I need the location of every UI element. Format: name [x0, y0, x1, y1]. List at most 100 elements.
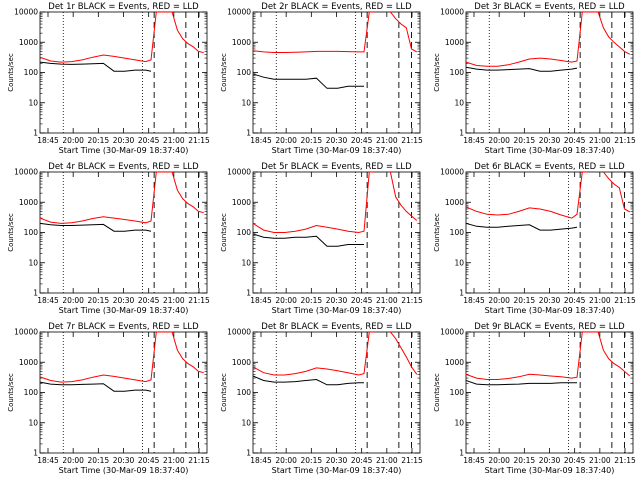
x-tick-label: 18:45 [250, 296, 272, 305]
lld-series-line [466, 12, 631, 67]
x-tick-label: 21:00 [163, 296, 185, 305]
x-tick-label: 18:45 [37, 296, 59, 305]
x-tick-label: 20:45 [564, 136, 586, 145]
y-tick-label: 10000 [227, 8, 251, 17]
x-axis-label: Start Time (30-Mar-09 18:37:40) [272, 466, 402, 475]
y-axis-label: Counts/sec [220, 53, 228, 92]
x-tick-label: 20:00 [275, 296, 297, 305]
y-tick-label: 100 [450, 68, 465, 77]
y-tick-label: 10 [454, 418, 464, 427]
x-axis-label: Start Time (30-Mar-09 18:37:40) [59, 466, 189, 475]
y-axis-label: Counts/sec [433, 53, 441, 92]
x-tick-label: 20:30 [539, 296, 561, 305]
x-tick-label: 20:30 [113, 296, 135, 305]
y-axis-label: Counts/sec [433, 213, 441, 252]
x-tick-label: 20:45 [138, 136, 160, 145]
events-series-line [466, 222, 578, 231]
x-tick-label: 20:15 [301, 456, 323, 465]
events-series-line [253, 375, 364, 386]
x-tick-label: 20:30 [326, 456, 348, 465]
y-axis-label: Counts/sec [7, 213, 15, 252]
x-tick-label: 20:15 [301, 296, 323, 305]
y-tick-label: 100 [450, 228, 465, 237]
x-tick-label: 20:45 [351, 456, 373, 465]
x-tick-label: 20:30 [113, 456, 135, 465]
panel-title: Det 9r BLACK = Events, RED = LLD [474, 322, 625, 332]
lld-series-line [40, 332, 204, 383]
detector-panel: Det 9r BLACK = Events, RED = LLD 1 10 100 10… [433, 322, 636, 475]
events-series-line [40, 381, 152, 392]
y-tick-label: 1 [459, 129, 464, 138]
x-tick-label: 21:00 [163, 456, 185, 465]
x-tick-label: 21:00 [589, 296, 611, 305]
x-tick-label: 20:00 [62, 136, 84, 145]
detector-panel: Det 7r BLACK = Events, RED = LLD 1 10 100 10… [7, 322, 210, 475]
events-series-line [40, 61, 152, 72]
y-tick-label: 10 [28, 418, 38, 427]
y-tick-label: 10000 [227, 328, 251, 337]
x-tick-label: 18:45 [37, 136, 59, 145]
events-series-line [253, 73, 364, 89]
y-tick-label: 1000 [19, 358, 38, 367]
y-tick-label: 10000 [227, 168, 251, 177]
x-tick-label: 20:45 [138, 456, 160, 465]
x-tick-label: 20:45 [564, 296, 586, 305]
panel-title: Det 1r BLACK = Events, RED = LLD [48, 2, 199, 12]
plot-frame [39, 171, 208, 294]
y-tick-label: 10 [241, 418, 251, 427]
x-tick-label: 20:15 [514, 456, 536, 465]
plot-frame [39, 331, 208, 454]
y-tick-label: 10000 [14, 168, 38, 177]
y-tick-label: 1000 [445, 198, 464, 207]
x-tick-label: 21:15 [614, 456, 636, 465]
y-axis-label: Counts/sec [220, 373, 228, 412]
x-tick-label: 21:15 [188, 136, 210, 145]
y-tick-label: 1000 [232, 358, 251, 367]
events-series-line [40, 222, 152, 232]
y-tick-label: 1000 [19, 38, 38, 47]
x-axis-label: Start Time (30-Mar-09 18:37:40) [485, 466, 615, 475]
plot-frame [465, 171, 634, 294]
x-tick-label: 20:00 [275, 136, 297, 145]
x-tick-label: 20:30 [326, 136, 348, 145]
x-tick-label: 20:30 [539, 136, 561, 145]
lld-series-line [253, 332, 418, 376]
panel-title: Det 2r BLACK = Events, RED = LLD [261, 2, 412, 12]
x-tick-label: 20:00 [275, 456, 297, 465]
plot-frame [465, 11, 634, 134]
detector-panel: Det 1r BLACK = Events, RED = LLD 1 10 100 10… [7, 2, 210, 155]
x-tick-label: 20:30 [326, 296, 348, 305]
x-tick-label: 18:45 [250, 136, 272, 145]
x-tick-label: 20:15 [88, 136, 110, 145]
y-axis-label: Counts/sec [220, 213, 228, 252]
y-tick-label: 100 [24, 228, 39, 237]
events-series-line [466, 66, 578, 72]
x-tick-label: 21:00 [163, 136, 185, 145]
x-tick-label: 20:30 [539, 456, 561, 465]
y-tick-label: 1000 [445, 358, 464, 367]
x-tick-label: 20:00 [62, 456, 84, 465]
x-tick-label: 20:45 [351, 136, 373, 145]
x-axis-label: Start Time (30-Mar-09 18:37:40) [485, 146, 615, 155]
y-tick-label: 10 [241, 98, 251, 107]
x-axis-label: Start Time (30-Mar-09 18:37:40) [485, 306, 615, 315]
x-axis-label: Start Time (30-Mar-09 18:37:40) [272, 146, 402, 155]
plot-frame [252, 331, 421, 454]
x-tick-label: 21:15 [401, 296, 423, 305]
y-tick-label: 100 [237, 68, 252, 77]
y-tick-label: 10 [28, 258, 38, 267]
lld-series-line [40, 172, 204, 224]
y-tick-label: 1 [246, 289, 251, 298]
y-axis-label: Counts/sec [433, 373, 441, 412]
x-tick-label: 21:15 [614, 296, 636, 305]
y-tick-label: 10 [454, 258, 464, 267]
detector-panel: Det 2r BLACK = Events, RED = LLD 1 10 100 10… [220, 2, 423, 155]
lld-series-line [40, 12, 204, 63]
x-tick-label: 20:15 [88, 456, 110, 465]
x-tick-label: 21:00 [589, 456, 611, 465]
x-tick-label: 20:15 [88, 296, 110, 305]
y-tick-label: 1000 [19, 198, 38, 207]
detector-panel: Det 6r BLACK = Events, RED = LLD 1 10 100 10… [433, 162, 636, 315]
y-tick-label: 1 [33, 129, 38, 138]
